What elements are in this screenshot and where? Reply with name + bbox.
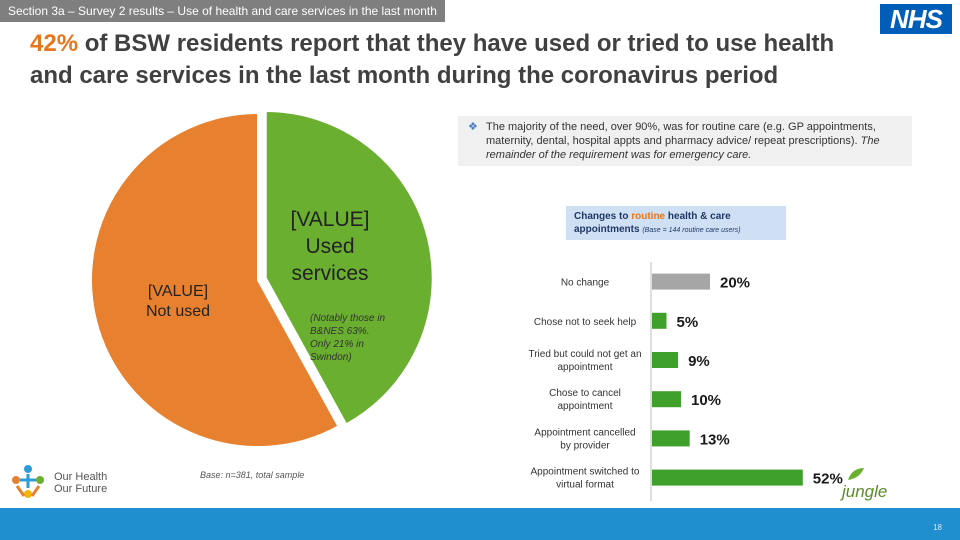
bar-value-label-2: 9%: [688, 353, 710, 370]
pie-note-line2: B&NES 63%.: [310, 326, 370, 337]
note-box: ❖ The majority of the need, over 90%, wa…: [458, 116, 912, 166]
our-health-our-future-logo: Our Health Our Future: [8, 462, 118, 502]
bar-3: [652, 391, 681, 408]
page-number: 18: [933, 523, 942, 532]
bar-category-label-5: Appointment switched to virtual format: [531, 467, 640, 491]
bar-4: [652, 430, 690, 447]
pie-label-used: [VALUE] Used services: [270, 206, 390, 287]
pie-label-notused: [VALUE] Not used: [128, 282, 228, 322]
leaf-icon: [848, 468, 864, 480]
section-label: Section 3a – Survey 2 results – Use of h…: [0, 0, 445, 22]
bar-category-label-1: Chose not to seek help: [534, 317, 637, 328]
bar-0: [652, 273, 710, 290]
nhs-logo: NHS: [880, 4, 952, 34]
bar-value-label-4: 13%: [700, 431, 730, 448]
pie-used-line3: services: [291, 262, 369, 285]
bar-title-highlight: routine: [631, 211, 666, 222]
pie-used-line2: Used: [305, 235, 355, 258]
headline-text: of BSW residents report that they have u…: [30, 30, 835, 89]
ohof-line2: Our Future: [54, 483, 108, 495]
note-main: The majority of the need, over 90%, was …: [486, 121, 876, 147]
bar-title-part2: health & care appointments: [574, 211, 731, 235]
pie-note-line4: Swindon): [310, 352, 352, 363]
bar-1: [652, 312, 667, 329]
note-text: The majority of the need, over 90%, was …: [486, 120, 904, 162]
pie-used-note: (Notably those in B&NES 63%. Only 21% in…: [310, 312, 420, 364]
ohof-line1: Our Health: [54, 471, 108, 483]
bar-title-base: (Base = 144 routine care users): [642, 227, 741, 234]
pie-notused-value: [VALUE]: [147, 283, 209, 300]
pie-notused-line2: Not used: [145, 303, 211, 320]
bar-title-part1: Changes to: [574, 211, 632, 222]
diamond-bullet-icon: ❖: [468, 121, 478, 133]
pie-note-line3: Only 21% in: [310, 339, 364, 350]
pie-base-note: Base: n=381, total sample: [200, 470, 305, 480]
jungle-green-logo: jungle green: [842, 466, 932, 521]
bar-category-label-2: Tried but could not get an appointment: [528, 349, 641, 373]
bar-value-label-1: 5%: [677, 314, 699, 331]
page-title: 42% of BSW residents report that they ha…: [30, 28, 880, 92]
pie-note-line1: (Notably those in: [310, 313, 386, 324]
bar-value-label-5: 52%: [813, 471, 843, 488]
bar-chart-title: Changes to routine health & care appoint…: [566, 206, 786, 240]
bar-2: [652, 352, 679, 368]
headline-percent: 42%: [30, 30, 79, 57]
bar-5: [652, 469, 803, 486]
footer-bar: [0, 508, 960, 540]
bar-category-label-4: Appointment cancelled by provider: [534, 427, 635, 451]
bar-category-label-0: No change: [561, 278, 610, 289]
bar-value-label-0: 20%: [720, 275, 750, 292]
people-logo-icon: [12, 465, 44, 498]
note-italic: The remainder of the requirement was for…: [486, 135, 880, 161]
pie-used-value: [VALUE]: [290, 208, 370, 231]
bar-value-label-3: 10%: [691, 392, 721, 409]
bar-category-label-3: Chose to cancel appointment: [549, 388, 621, 412]
